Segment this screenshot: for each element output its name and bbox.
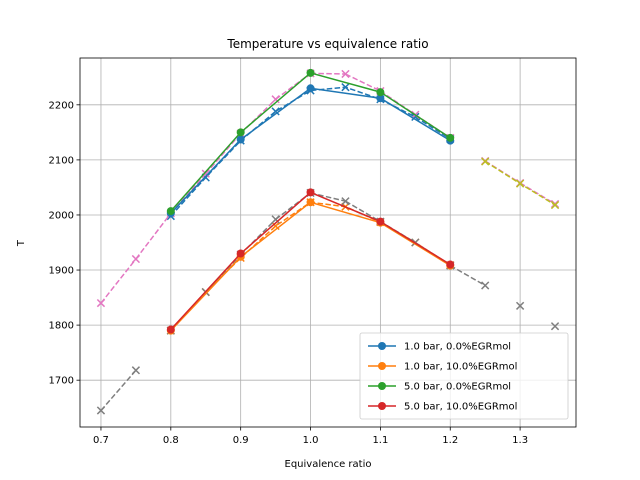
- data-point-x: [131, 254, 141, 264]
- data-point: [166, 325, 175, 334]
- x-tick-label: 1.2: [442, 435, 458, 446]
- data-point-x: [515, 179, 525, 188]
- series-2: [166, 68, 455, 216]
- series-0: [166, 84, 455, 218]
- legend: 1.0 bar, 0.0%EGRmol 1.0 bar, 10.0%EGRmol 5…: [359, 332, 569, 420]
- legend-label: 5.0 bar, 10.0%EGRmol: [404, 402, 517, 413]
- data-point: [376, 94, 385, 103]
- x-tick-label: 1.0: [303, 435, 319, 446]
- data-point: [376, 217, 385, 226]
- plot-area-frame: [79, 57, 577, 428]
- x-tick-label: 1.3: [512, 435, 528, 446]
- data-point-x: [201, 169, 210, 178]
- x-axis-title: Equivalence ratio: [285, 459, 372, 470]
- dashed-series-line: [205, 133, 242, 175]
- y-tick-label: 2100: [49, 155, 74, 166]
- y-tick-label: 1900: [49, 266, 74, 277]
- dashed-series-line: [449, 264, 486, 287]
- x-axis-ticks: 0.7 0.8 0.9 1.0 1.1 1.2 1.3: [93, 427, 528, 446]
- dashed-series-line: [100, 258, 137, 304]
- data-point-x: [96, 406, 106, 415]
- data-point-x: [271, 215, 280, 224]
- series-6: [96, 69, 560, 308]
- dashed-series-line: [519, 182, 556, 205]
- x-tick-label: 0.8: [163, 435, 179, 446]
- data-point-x: [271, 95, 280, 104]
- series-8: [481, 157, 560, 210]
- dashed-series-line: [310, 192, 346, 202]
- data-point: [306, 188, 315, 197]
- data-point: [306, 198, 315, 207]
- legend-swatch-marker: [378, 382, 386, 390]
- data-point: [376, 88, 385, 97]
- data-point: [166, 207, 175, 216]
- dashed-series-line: [135, 212, 172, 260]
- legend-swatch-marker: [378, 402, 386, 410]
- data-point-x: [550, 322, 560, 331]
- series-3: [166, 188, 455, 334]
- data-point-x: [515, 301, 525, 310]
- data-point-x: [341, 69, 350, 79]
- legend-swatch-marker: [378, 342, 386, 350]
- data-point: [236, 249, 245, 258]
- data-point: [236, 135, 245, 144]
- y-tick-label: 2000: [49, 210, 74, 221]
- legend-swatch-marker: [378, 362, 386, 370]
- data-point-x: [96, 298, 106, 308]
- y-axis-ticks: 1700 1800 1900 2000 2100 2200: [49, 100, 80, 387]
- plot-series: [96, 68, 560, 415]
- y-tick-label: 1700: [49, 376, 74, 387]
- legend-box: [359, 332, 569, 420]
- legend-label: 1.0 bar, 0.0%EGRmol: [404, 342, 511, 353]
- grid: [80, 58, 576, 427]
- legend-label: 5.0 bar, 0.0%EGRmol: [404, 382, 511, 393]
- x-tick-label: 1.1: [372, 435, 388, 446]
- x-tick-label: 0.7: [93, 435, 109, 446]
- y-axis-title: T: [16, 239, 27, 247]
- y-tick-label: 1800: [49, 321, 74, 332]
- data-point-x: [341, 197, 350, 206]
- dashed-series-line: [170, 86, 451, 217]
- legend-label: 1.0 bar, 10.0%EGRmol: [404, 362, 517, 373]
- data-point-x: [271, 107, 280, 116]
- data-point-x: [550, 199, 560, 209]
- data-point: [306, 68, 315, 77]
- dashed-series-line: [345, 73, 381, 92]
- data-point-x: [550, 200, 560, 210]
- chart-title: Temperature vs equivalence ratio: [226, 37, 428, 51]
- y-tick-label: 2200: [49, 100, 74, 111]
- data-point-x: [131, 366, 141, 375]
- data-point-x: [411, 112, 420, 122]
- x-tick-label: 0.9: [233, 435, 249, 446]
- data-point-x: [481, 281, 490, 290]
- data-point: [236, 128, 245, 137]
- data-point-x: [341, 83, 350, 92]
- dashed-series-line: [345, 200, 381, 223]
- data-point-x: [481, 157, 490, 166]
- data-point: [446, 260, 455, 269]
- data-point: [306, 84, 315, 93]
- dashed-series-line: [310, 72, 346, 75]
- dashed-series-line: [100, 369, 137, 411]
- data-point: [446, 133, 455, 142]
